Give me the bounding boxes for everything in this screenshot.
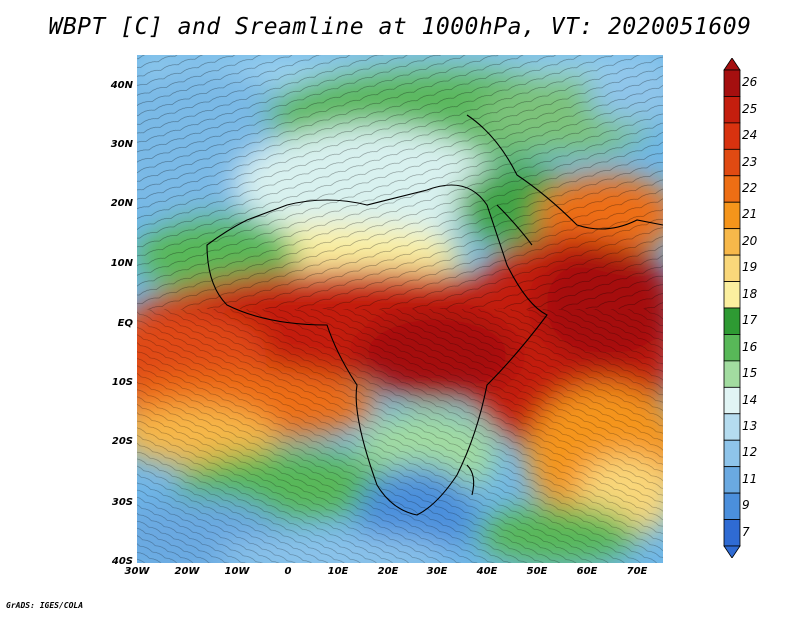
colorbar-label: 18 <box>742 286 758 301</box>
lon-label-10w: 10W <box>224 566 250 577</box>
colorbar-swatch <box>723 519 741 547</box>
colorbar <box>723 58 741 558</box>
colorbar-label: 24 <box>742 128 758 143</box>
lon-label-20w: 20W <box>174 566 200 577</box>
colorbar-label: 25 <box>742 101 758 116</box>
lat-label-20s: 20S <box>111 436 133 447</box>
colorbar-swatch <box>723 334 741 362</box>
lon-label-30w: 30W <box>124 566 150 577</box>
colorbar-label: 7 <box>742 524 750 539</box>
streamlines-north <box>137 55 663 309</box>
lon-label-40e: 40E <box>476 566 498 577</box>
lat-label-40n: 40N <box>110 80 133 91</box>
colorbar-label: 13 <box>742 419 758 433</box>
colorbar-swatch <box>723 175 741 203</box>
colorbar-swatch <box>723 281 741 309</box>
colorbar-swatch <box>723 148 741 177</box>
colorbar-top-arrow <box>723 58 741 71</box>
lon-label-10e: 10E <box>327 566 349 577</box>
lon-label-30e: 30E <box>426 566 448 577</box>
colorbar-swatch <box>723 122 741 150</box>
lat-label-eq: EQ <box>117 318 133 329</box>
lon-label-70e: 70E <box>626 566 648 577</box>
lon-label-0: 0 <box>284 566 292 577</box>
colorbar-swatch <box>723 228 741 256</box>
lon-label-50e: 50E <box>526 566 548 577</box>
colorbar-label: 19 <box>742 260 758 275</box>
colorbar-label: 17 <box>742 313 758 328</box>
colorbar-label: 20 <box>742 233 758 248</box>
lat-label-10s: 10S <box>111 377 133 388</box>
colorbar-swatch <box>723 96 741 124</box>
colorbar-label: 22 <box>742 181 758 195</box>
lat-label-30s: 30S <box>111 497 133 508</box>
streamlines-south <box>137 309 663 563</box>
colorbar-swatch <box>723 492 741 520</box>
lat-label-10n: 10N <box>110 258 133 269</box>
colorbar-label: 12 <box>742 445 758 460</box>
colorbar-label: 16 <box>742 339 758 354</box>
colorbar-label: 21 <box>742 207 758 222</box>
colorbar-swatch <box>723 360 741 388</box>
colorbar-label: 14 <box>742 392 758 407</box>
colorbar-bottom-arrow <box>723 545 741 558</box>
coastlines <box>206 114 663 516</box>
footer-credit: GrADS: IGES/COLA <box>6 601 84 610</box>
colorbar-swatch <box>723 254 741 282</box>
colorbar-label: 11 <box>742 471 758 486</box>
weather-map <box>137 55 663 563</box>
colorbar-swatch <box>723 386 741 415</box>
colorbar-swatch <box>723 439 741 468</box>
map-title: WBPT [C] and Sreamline at 1000hPa, VT: 2… <box>48 14 752 40</box>
lat-label-20n: 20N <box>110 198 133 209</box>
lat-label-30n: 30N <box>110 139 133 150</box>
colorbar-label: 23 <box>742 154 758 169</box>
lon-label-60e: 60E <box>576 566 598 577</box>
colorbar-swatch <box>723 413 741 441</box>
colorbar-swatch <box>723 466 741 494</box>
colorbar-swatch <box>723 69 741 97</box>
lon-label-20e: 20E <box>377 566 399 577</box>
colorbar-swatch <box>723 307 741 335</box>
colorbar-label: 26 <box>742 75 758 90</box>
colorbar-label: 9 <box>742 498 750 513</box>
colorbar-label: 15 <box>742 366 758 381</box>
lat-label-40s: 40S <box>111 556 133 567</box>
colorbar-swatch <box>723 201 741 230</box>
